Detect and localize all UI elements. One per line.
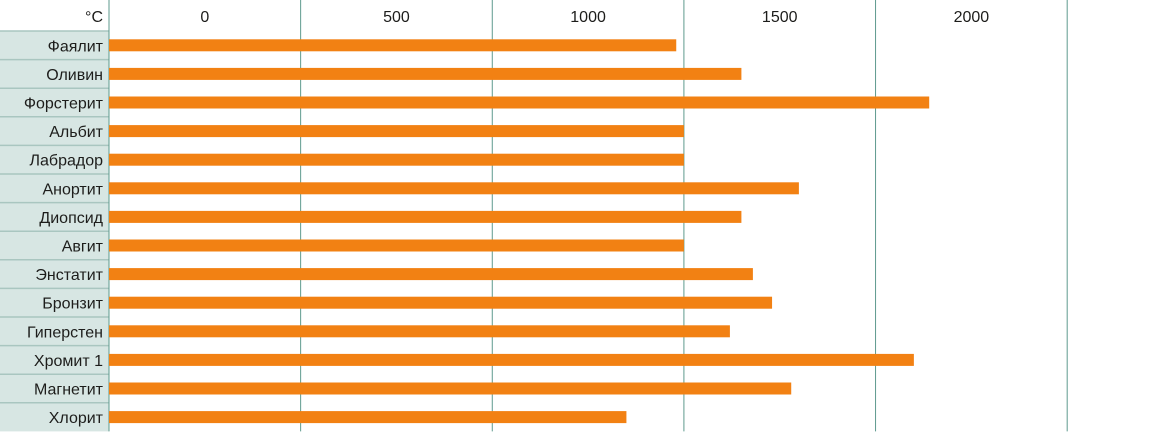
category-label-cell (0, 116, 109, 146)
bar (109, 96, 930, 109)
category-label-cell (0, 374, 109, 403)
category-label: Авгит (62, 239, 104, 256)
category-label-cell (0, 202, 109, 232)
bar (109, 411, 627, 424)
category-label-cell (0, 345, 109, 375)
category-label: Диопсид (39, 210, 103, 227)
axis-unit-label: °C (85, 9, 103, 26)
bar (109, 239, 684, 252)
bar (109, 125, 684, 138)
category-label-cell (0, 402, 109, 432)
category-label: Анортит (42, 181, 103, 198)
bar (109, 353, 914, 366)
x-tick-label: 0 (200, 9, 209, 26)
category-label: Энстатит (35, 267, 103, 284)
category-label: Гиперстен (27, 324, 103, 341)
category-label: Хлорит (49, 410, 104, 427)
category-label: Лабрадор (30, 153, 104, 170)
bar (109, 153, 684, 166)
category-label-column (0, 30, 109, 432)
category-label-cell (0, 259, 109, 289)
category-label-cell (0, 59, 109, 89)
bar (109, 210, 742, 223)
category-label-cell (0, 145, 109, 174)
category-label: Магнетит (34, 382, 104, 399)
category-label-cell (0, 231, 109, 260)
bar (109, 182, 799, 195)
x-tick-label: 500 (383, 9, 410, 26)
category-labels: Фаялит Оливин Форстерит Альбит Лабрадор Анорт… (24, 38, 104, 427)
bar (109, 382, 792, 395)
category-label: Хромит 1 (34, 353, 103, 370)
bar (109, 67, 742, 80)
x-axis: °C 0 500 1000 1500 2000 (85, 9, 989, 26)
x-tick-label: 1500 (762, 9, 798, 26)
category-label: Форстерит (24, 96, 104, 113)
category-label: Оливин (46, 67, 103, 84)
x-tick-label: 2000 (954, 9, 990, 26)
category-label-cell (0, 288, 109, 317)
x-tick-label: 1000 (570, 9, 606, 26)
category-label-cell (0, 88, 109, 117)
bar (109, 296, 773, 309)
bar (109, 268, 753, 281)
bar (109, 39, 677, 52)
category-label-cell (0, 174, 109, 203)
category-label: Бронзит (42, 296, 103, 313)
category-label: Альбит (49, 124, 103, 141)
category-label-cell (0, 317, 109, 346)
category-label: Фаялит (48, 38, 104, 55)
bars (109, 39, 930, 424)
category-label-cell (0, 31, 109, 60)
bar (109, 325, 730, 338)
